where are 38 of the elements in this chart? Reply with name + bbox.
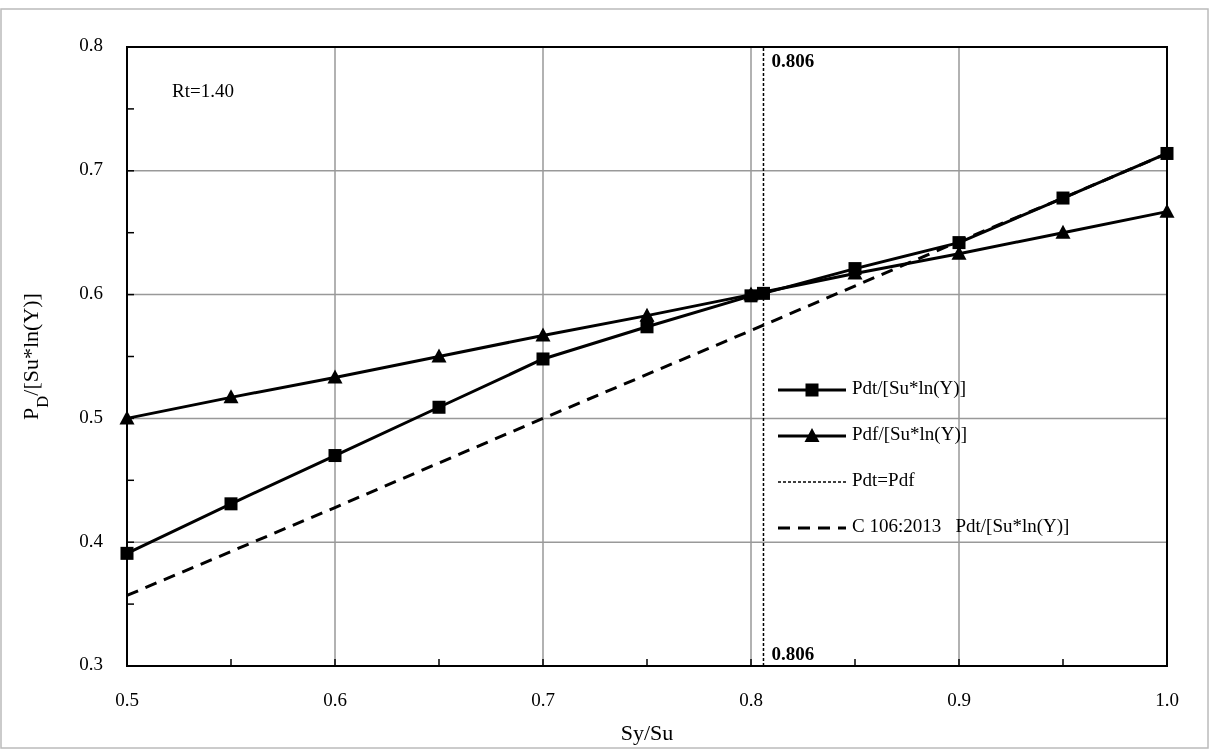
y-tick-label: 0.4 xyxy=(79,529,104,551)
x-tick-label: 1.0 xyxy=(1155,689,1179,710)
point xyxy=(536,352,550,366)
x-tick-label: 0.8 xyxy=(739,689,763,710)
point xyxy=(119,410,135,425)
y-tick-label: 0.6 xyxy=(79,281,103,303)
point xyxy=(327,369,343,384)
point xyxy=(224,497,238,511)
point xyxy=(432,400,446,414)
y-tick-label: 0.8 xyxy=(79,34,103,56)
point xyxy=(1160,146,1174,160)
x-axis-title: Sy/Su xyxy=(620,720,674,745)
legend-label: Pdt=Pdf xyxy=(852,469,916,491)
x-tick-label: 0.6 xyxy=(323,689,347,710)
point xyxy=(223,389,239,404)
y-tick-label: 0.3 xyxy=(79,653,103,675)
point xyxy=(1159,203,1175,218)
legend-label: C 106:2013 Pdt/[Su*ln(Y)] xyxy=(852,515,1070,538)
point xyxy=(120,546,134,560)
annotation: 0.806 xyxy=(771,49,815,71)
x-tick-label: 0.9 xyxy=(947,689,971,710)
point xyxy=(328,449,342,463)
annotation: Rt=1.40 xyxy=(172,80,234,101)
point xyxy=(848,262,862,276)
point xyxy=(1056,191,1070,205)
x-tick-label: 0.7 xyxy=(531,689,555,710)
y-tick-label: 0.5 xyxy=(79,405,103,427)
x-tick-label: 0.5 xyxy=(115,689,139,710)
point xyxy=(431,348,447,363)
annotation: 0.806 xyxy=(771,643,815,664)
point xyxy=(640,320,654,334)
point xyxy=(756,286,770,300)
point xyxy=(535,327,551,342)
legend-label: Pdt/[Su*ln(Y)] xyxy=(852,377,966,400)
legend-label: Pdf/[Su*ln(Y)] xyxy=(852,423,968,446)
point xyxy=(1055,224,1071,239)
y-tick-label: 0.7 xyxy=(79,158,103,180)
point xyxy=(952,236,966,250)
